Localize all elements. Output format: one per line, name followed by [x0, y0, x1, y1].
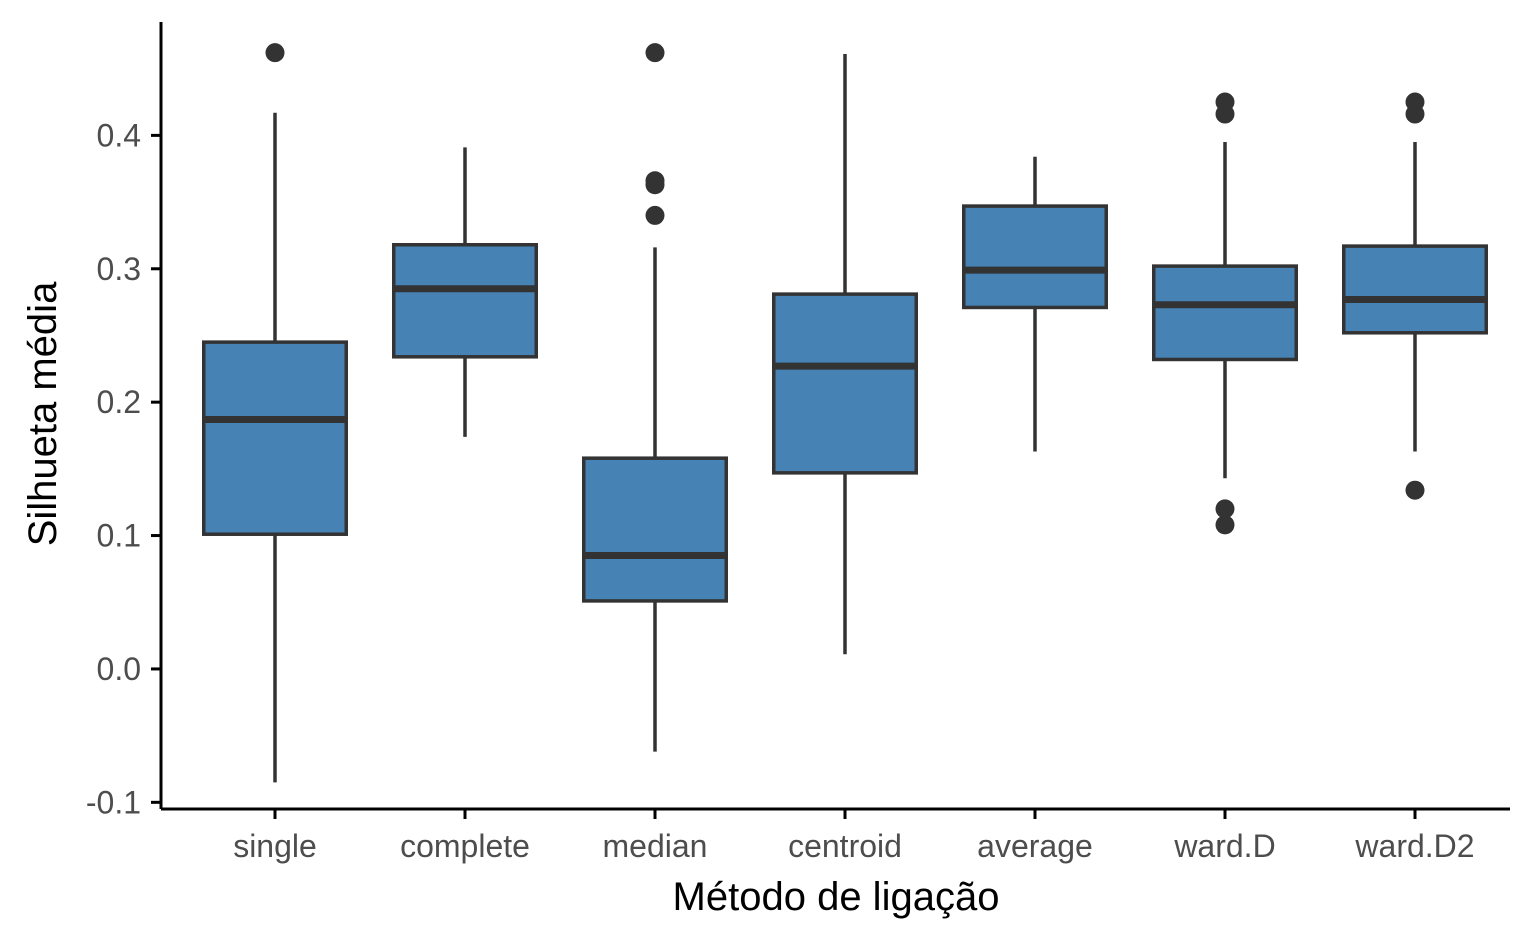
box-body [392, 243, 538, 359]
box-body [202, 340, 348, 536]
y-tick-label: 0.1 [97, 518, 141, 554]
x-tick-label: average [977, 828, 1093, 864]
y-tick-label: 0.0 [97, 651, 141, 687]
box-body [582, 456, 728, 603]
outlier-point [1405, 92, 1425, 112]
box-body [1342, 244, 1488, 335]
box-body [772, 292, 918, 475]
x-tick-label: complete [400, 828, 530, 864]
y-axis-ticks: -0.1 0.0 0.1 0.2 0.3 0.4 [86, 117, 161, 820]
x-tick-label: ward.D [1173, 828, 1275, 864]
outlier-point [1405, 480, 1425, 500]
y-tick-label: 0.3 [97, 251, 141, 287]
outlier-point [645, 171, 665, 191]
x-tick-label: median [603, 828, 708, 864]
y-tick-label: 0.4 [97, 117, 141, 153]
outlier-point [645, 205, 665, 225]
y-tick-label: 0.2 [97, 384, 141, 420]
outlier-point [1215, 515, 1235, 535]
y-axis-title: Silhueta média [21, 281, 65, 546]
box-ward-D [1152, 92, 1298, 535]
box-body [962, 204, 1108, 310]
plot-area [202, 43, 1488, 783]
box-median [582, 43, 728, 752]
box-body [1152, 264, 1298, 362]
box-centroid [772, 54, 918, 655]
outlier-point [265, 43, 285, 63]
y-tick-label: -0.1 [86, 784, 141, 820]
x-axis-title: Método de ligação [673, 875, 1000, 919]
outlier-point [1215, 92, 1235, 112]
box-single [202, 43, 348, 783]
box-complete [392, 147, 538, 437]
x-tick-label: centroid [788, 828, 902, 864]
box-average [962, 156, 1108, 452]
box-ward-D2 [1342, 92, 1488, 500]
x-tick-label: ward.D2 [1354, 828, 1474, 864]
x-tick-label: single [233, 828, 317, 864]
x-axis-ticks: single complete median centroid average ward.… [233, 809, 1475, 864]
outlier-point [645, 43, 665, 63]
outlier-point [1215, 499, 1235, 519]
